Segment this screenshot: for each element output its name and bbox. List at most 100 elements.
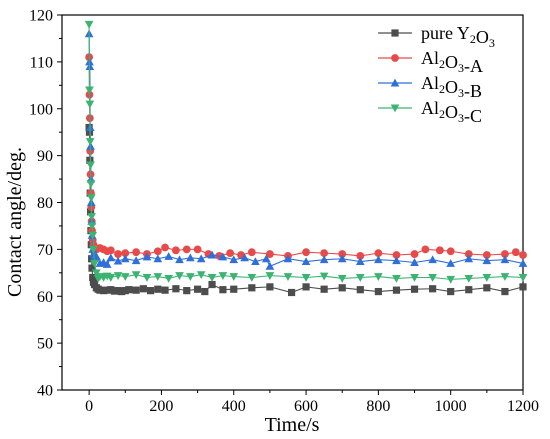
series-3-point bbox=[283, 254, 293, 263]
x-tick-label: 400 bbox=[222, 398, 246, 415]
x-axis-title: Time/s bbox=[265, 414, 320, 436]
series-2-point bbox=[482, 251, 491, 259]
series-2-point bbox=[171, 246, 180, 255]
series-1-point bbox=[248, 284, 256, 292]
series-4-point bbox=[207, 274, 217, 282]
series-3-point bbox=[131, 256, 141, 265]
series-3-point bbox=[142, 252, 152, 261]
series-2-point bbox=[511, 248, 520, 257]
series-layer bbox=[84, 20, 528, 297]
series-1-point bbox=[230, 285, 238, 293]
series-4-point bbox=[85, 86, 94, 95]
series-2-point bbox=[247, 248, 256, 257]
series-1-point bbox=[146, 287, 155, 295]
series-4-point bbox=[120, 273, 130, 281]
legend-entry-1: pure Y2O3 bbox=[378, 23, 495, 50]
series-4-point bbox=[131, 271, 141, 280]
x-axis-ticks: 0 200 400 600 800 1000 1200 bbox=[85, 390, 539, 415]
series-4-point bbox=[86, 180, 96, 189]
series-1-point bbox=[89, 273, 97, 282]
legend-text-part: pure Y bbox=[421, 23, 470, 43]
series-1-point bbox=[161, 286, 169, 294]
series-2-point bbox=[226, 249, 235, 258]
series-4-point bbox=[482, 274, 492, 282]
y-axis-title: Contact angle/deg. bbox=[4, 147, 26, 297]
y-tick-label: 40 bbox=[37, 383, 53, 400]
series-4-point bbox=[218, 272, 228, 280]
series-1-point bbox=[410, 285, 419, 293]
legend-entry-3-label: Al2O3-B bbox=[421, 73, 482, 101]
series-4 bbox=[84, 20, 528, 284]
series-2-point bbox=[302, 248, 310, 257]
series-1-point bbox=[266, 283, 274, 291]
series-3-point bbox=[518, 259, 528, 267]
series-2-point bbox=[410, 250, 419, 258]
x-tick-label: 0 bbox=[85, 398, 93, 415]
series-4-line bbox=[88, 24, 524, 280]
series-3-point bbox=[355, 257, 365, 266]
series-4-point bbox=[446, 275, 456, 284]
y-tick-label: 80 bbox=[37, 195, 53, 212]
series-3-point bbox=[120, 254, 130, 263]
legend-entry-1-marker bbox=[391, 29, 399, 37]
series-1-point bbox=[302, 283, 310, 291]
x-tick-label: 800 bbox=[366, 398, 390, 415]
series-3-point bbox=[207, 250, 217, 259]
series-4-point bbox=[164, 274, 173, 283]
series-3-point bbox=[113, 256, 123, 265]
series-1-point bbox=[86, 208, 95, 216]
series-4-point bbox=[518, 274, 528, 282]
series-2-point bbox=[392, 251, 401, 259]
legend-entry-2-label: Al2O3-A bbox=[421, 48, 483, 76]
series-2-point bbox=[182, 245, 191, 254]
series-2 bbox=[85, 53, 527, 260]
series-1-point bbox=[103, 286, 111, 294]
series-2-point bbox=[161, 243, 169, 252]
series-4-point bbox=[175, 272, 184, 280]
series-4-point bbox=[392, 274, 401, 283]
legend-text-part: Al bbox=[421, 73, 439, 93]
series-2-point bbox=[464, 250, 473, 258]
legend-subscript: 2 bbox=[439, 57, 445, 71]
legend-entry-4: Al2O3-C bbox=[378, 98, 482, 126]
series-4-point bbox=[86, 161, 95, 170]
series-1-point bbox=[483, 284, 491, 292]
legend-subscript: 3 bbox=[458, 86, 464, 100]
series-1-point bbox=[338, 284, 346, 292]
y-tick-label: 120 bbox=[29, 8, 53, 25]
series-3-point bbox=[106, 253, 116, 262]
legend-text-part: -B bbox=[464, 81, 482, 101]
x-tick-label: 1000 bbox=[435, 398, 467, 415]
series-3-point bbox=[446, 259, 456, 267]
series-3-point bbox=[261, 254, 271, 263]
series-4-point bbox=[186, 273, 195, 281]
legend-entry-4-marker bbox=[390, 104, 400, 113]
series-2-point bbox=[356, 252, 365, 260]
series-4-point bbox=[410, 274, 419, 282]
series-4-point bbox=[355, 274, 365, 282]
series-2-point bbox=[421, 245, 430, 254]
legend-text-part: Al bbox=[421, 48, 439, 68]
series-1-point bbox=[132, 286, 140, 294]
series-4-point bbox=[428, 274, 437, 282]
series-1-point bbox=[356, 286, 364, 294]
legend-subscript: 2 bbox=[470, 32, 476, 46]
series-3-point bbox=[186, 253, 195, 262]
legend-subscript: 2 bbox=[439, 82, 445, 96]
series-1-point bbox=[465, 286, 473, 294]
series-4-point bbox=[87, 222, 97, 231]
series-1-point bbox=[154, 285, 162, 293]
series-2-point bbox=[320, 249, 329, 258]
series-1-point bbox=[193, 285, 202, 293]
series-1-point bbox=[320, 285, 328, 293]
series-1-point bbox=[429, 285, 437, 293]
series-3-point bbox=[102, 260, 112, 268]
series-2-point bbox=[106, 246, 115, 255]
series-4-point bbox=[86, 194, 96, 203]
legend-text-part: Al bbox=[421, 98, 439, 118]
series-1-point bbox=[374, 287, 382, 296]
series-3-point bbox=[218, 252, 228, 261]
